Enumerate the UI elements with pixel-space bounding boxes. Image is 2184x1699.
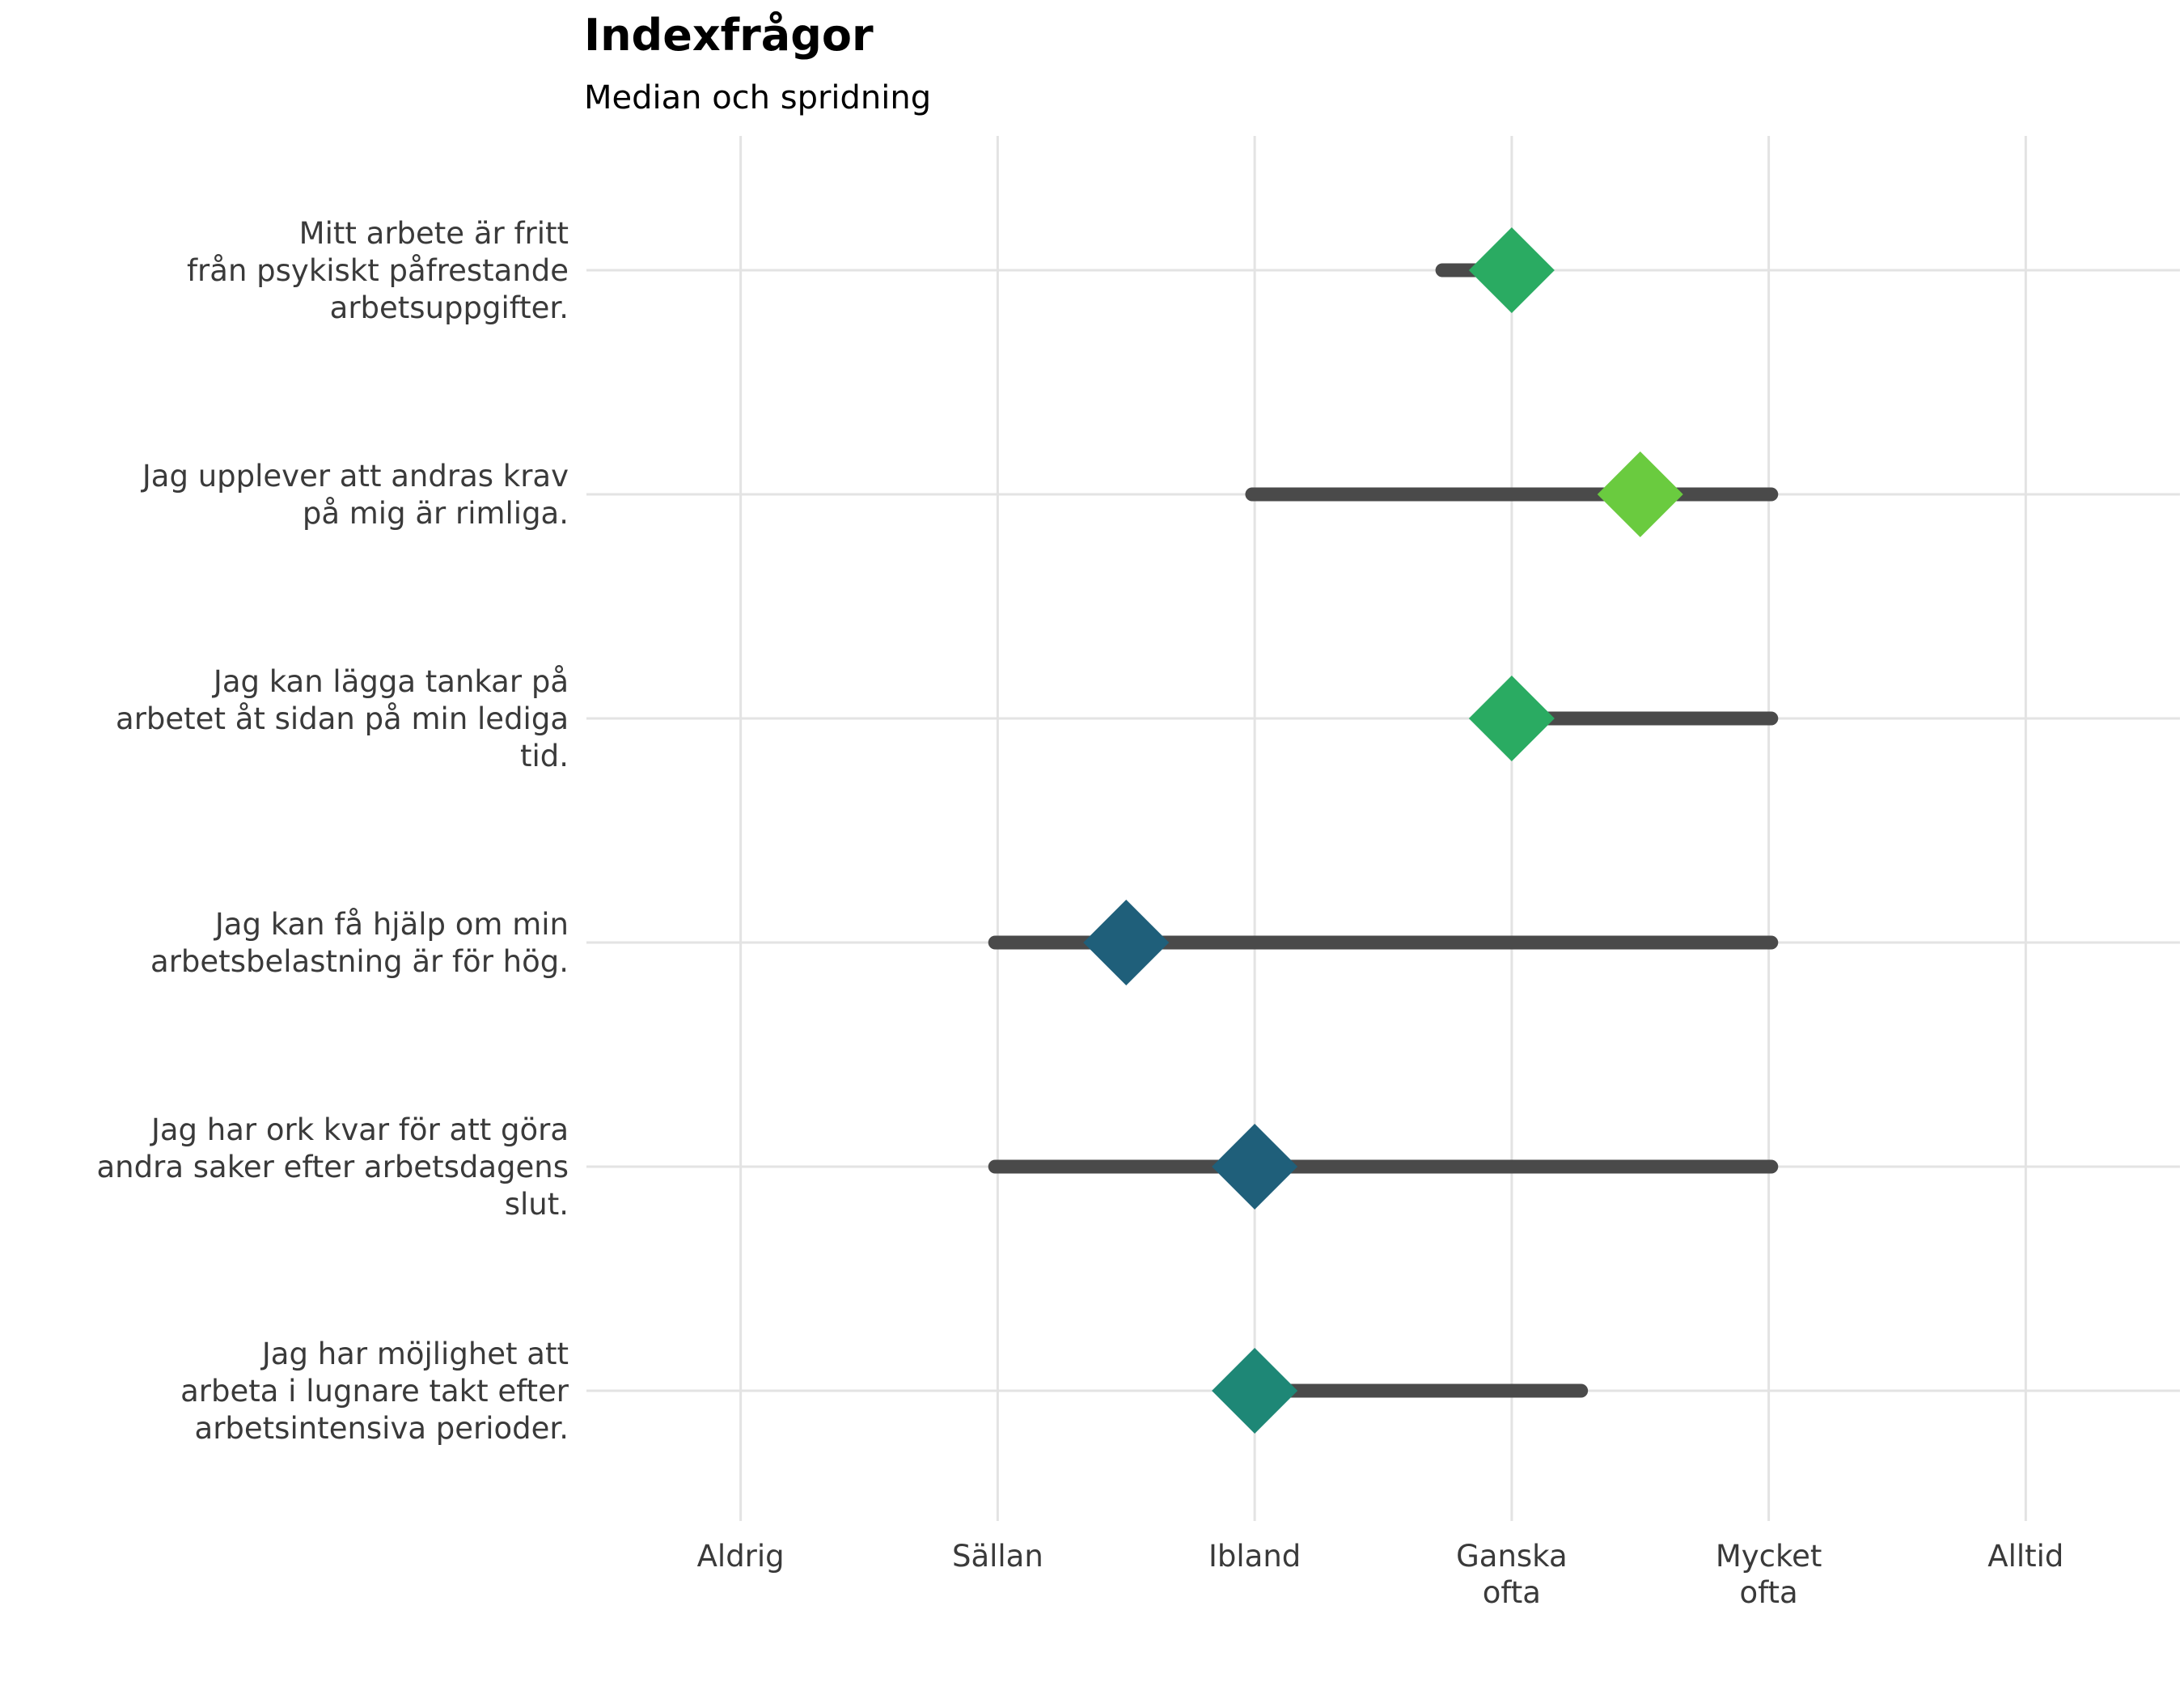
category-label-line: Jag har ork kvar för att göra: [150, 1112, 569, 1147]
range-lines: [988, 263, 1779, 1398]
median-marker: [1597, 451, 1683, 537]
category-labels: Mitt arbete är fritt från psykiskt påfres…: [97, 216, 569, 1446]
category-label-line: andra saker efter arbetsdagens: [97, 1150, 569, 1184]
category-label-line: på mig är rimliga.: [303, 496, 569, 531]
category-label: Jag upplever att andras krav på mig är ri…: [141, 459, 569, 531]
chart-subtitle: Median och spridning: [584, 79, 931, 117]
category-label-line: Jag kan lägga tankar på: [212, 664, 569, 699]
category-label-line: Mitt arbete är fritt: [299, 216, 569, 251]
x-tick-label: Ibland: [1208, 1539, 1301, 1574]
x-tick-label: Mycket ofta: [1716, 1539, 1822, 1610]
category-label-line: arbetsuppgifter.: [330, 290, 569, 325]
x-tick-label-line: Sällan: [952, 1539, 1043, 1574]
category-label-line: arbetsbelastning är för hög.: [150, 944, 569, 979]
category-label-line: arbetsintensiva perioder.: [195, 1411, 569, 1446]
x-tick-label-line: Alltid: [1987, 1539, 2063, 1574]
category-label: Jag har möjlighet att arbeta i lugnare ta…: [180, 1337, 569, 1446]
category-label-line: tid.: [520, 739, 569, 773]
median-markers: [1083, 227, 1683, 1434]
category-label-line: Jag kan få hjälp om min: [214, 907, 569, 942]
category-label-line: Jag upplever att andras krav: [141, 459, 569, 494]
x-tick-label: Alltid: [1987, 1539, 2063, 1574]
median-marker: [1212, 1348, 1298, 1434]
category-label: Jag kan lägga tankar på arbetet åt sidan …: [116, 664, 569, 773]
category-label-line: Jag har möjlighet att: [260, 1337, 569, 1371]
category-label-line: arbeta i lugnare takt efter: [180, 1374, 569, 1409]
x-tick-label-line: ofta: [1483, 1575, 1541, 1610]
median-marker: [1468, 227, 1555, 313]
x-tick-label-line: Mycket: [1716, 1539, 1822, 1574]
median-marker: [1083, 900, 1170, 985]
category-label: Mitt arbete är fritt från psykiskt påfres…: [187, 216, 569, 325]
median-marker: [1468, 676, 1555, 761]
chart-title: Indexfrågor: [584, 10, 874, 61]
x-tick-label-line: Aldrig: [697, 1539, 785, 1574]
x-tick-label: Ganska ofta: [1456, 1539, 1568, 1610]
x-tick-label-line: ofta: [1740, 1575, 1798, 1610]
x-tick-label-line: Ganska: [1456, 1539, 1568, 1574]
x-tick-label: Sällan: [952, 1539, 1043, 1574]
median-marker: [1212, 1124, 1298, 1210]
category-label: Jag har ork kvar för att göra andra saker…: [97, 1112, 569, 1222]
x-tick-label: Aldrig: [697, 1539, 785, 1574]
grid: [586, 136, 2180, 1521]
category-label-line: slut.: [505, 1187, 569, 1222]
x-tick-label-line: Ibland: [1208, 1539, 1301, 1574]
category-label: Jag kan få hjälp om min arbetsbelastning …: [150, 907, 569, 979]
category-label-line: från psykiskt påfrestande: [187, 253, 569, 288]
category-label-line: arbetet åt sidan på min lediga: [116, 701, 569, 736]
